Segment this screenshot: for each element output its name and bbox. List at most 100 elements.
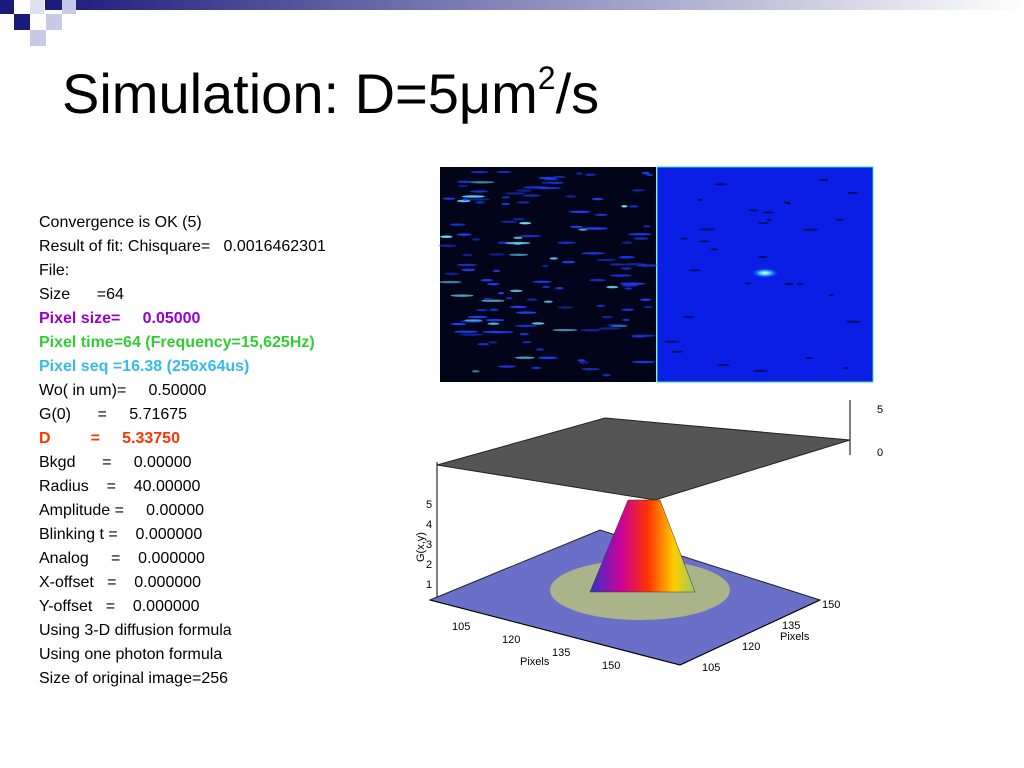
image-stack: [438, 167, 660, 382]
streak: [505, 192, 526, 195]
streak: [531, 366, 542, 370]
streak: [450, 322, 466, 326]
streak: [621, 267, 632, 270]
streak: [513, 236, 523, 239]
streak: [633, 237, 649, 240]
speck: [766, 218, 772, 221]
streak: [631, 360, 656, 364]
streak: [461, 195, 485, 198]
speck: [835, 218, 844, 221]
y-axis-label: Pixels: [780, 631, 810, 643]
x-tick-label: 135: [552, 647, 570, 659]
streak: [456, 263, 478, 267]
streak: [477, 342, 490, 346]
x-tick-label: 150: [602, 660, 620, 672]
streak: [552, 328, 578, 332]
streak: [549, 257, 558, 260]
streak: [552, 175, 566, 179]
streak: [526, 298, 538, 301]
streak: [521, 340, 532, 344]
streak: [557, 241, 576, 244]
streak: [531, 322, 545, 325]
speck: [757, 255, 768, 258]
streak: [561, 260, 576, 264]
deco-square: [46, 14, 62, 30]
x-tick-label: 105: [452, 621, 470, 633]
streak: [548, 181, 564, 184]
streak: [498, 291, 505, 295]
speck: [846, 320, 862, 323]
speck: [714, 183, 728, 186]
streak: [467, 315, 488, 319]
z-tick-label: 3: [426, 539, 432, 551]
streak: [646, 173, 653, 177]
streak: [480, 278, 493, 282]
streak: [444, 272, 460, 276]
side-tick-label: 5: [877, 404, 883, 416]
streak: [475, 201, 485, 204]
streak: [522, 194, 541, 197]
streak: [641, 171, 650, 175]
streak: [515, 189, 532, 192]
streak: [596, 258, 617, 262]
streak: [438, 244, 457, 247]
streak: [609, 263, 625, 266]
streak: [619, 282, 646, 285]
speck: [710, 248, 718, 251]
streak: [624, 287, 633, 290]
streak: [512, 218, 525, 221]
streak: [442, 197, 456, 200]
title-text: Simulation: D=5μm: [62, 62, 538, 125]
streak: [543, 300, 553, 303]
streak: [535, 348, 545, 351]
deco-square: [14, 14, 30, 30]
surface-plot: [428, 400, 851, 666]
streak: [621, 205, 628, 208]
speck: [744, 282, 752, 285]
y-tick-label: 135: [782, 620, 800, 632]
streak: [449, 223, 466, 226]
streak: [518, 234, 542, 238]
title-text: /s: [555, 62, 600, 125]
title-superscript: 2: [537, 60, 556, 96]
streak: [505, 296, 513, 300]
streak: [459, 333, 484, 336]
streak: [643, 225, 651, 228]
speck: [847, 191, 859, 194]
result-line: Bkgd = 0.00000: [39, 454, 192, 471]
streak: [538, 176, 556, 180]
streak: [541, 285, 551, 289]
speck: [670, 350, 684, 353]
streak: [514, 356, 535, 359]
image-correlation: [656, 166, 874, 383]
streak: [450, 294, 474, 297]
streak: [581, 252, 605, 255]
streak: [557, 306, 574, 309]
result-line: D = 5.33750: [39, 430, 180, 447]
result-line: Pixel size= 0.05000: [39, 310, 201, 327]
streak: [602, 374, 611, 377]
streak: [471, 370, 480, 373]
streak: [621, 308, 635, 311]
speck: [680, 237, 688, 240]
result-line: Y-offset = 0.000000: [39, 598, 200, 615]
streak: [579, 361, 589, 364]
side-tick-label: 0: [877, 447, 883, 459]
streak: [509, 289, 523, 293]
x-axis-label: Pixels: [520, 656, 550, 668]
speck: [843, 367, 849, 370]
streak: [470, 170, 489, 174]
deco-square: [62, 0, 76, 14]
streak: [523, 186, 549, 189]
streak: [631, 189, 645, 192]
streak: [489, 253, 506, 256]
streak: [568, 210, 591, 213]
speck: [796, 282, 804, 285]
streak: [458, 184, 468, 188]
streak: [622, 263, 647, 266]
streak: [489, 308, 499, 311]
streak: [622, 318, 630, 322]
speck: [762, 211, 775, 214]
axis-line: [679, 599, 821, 666]
streak: [580, 329, 601, 332]
